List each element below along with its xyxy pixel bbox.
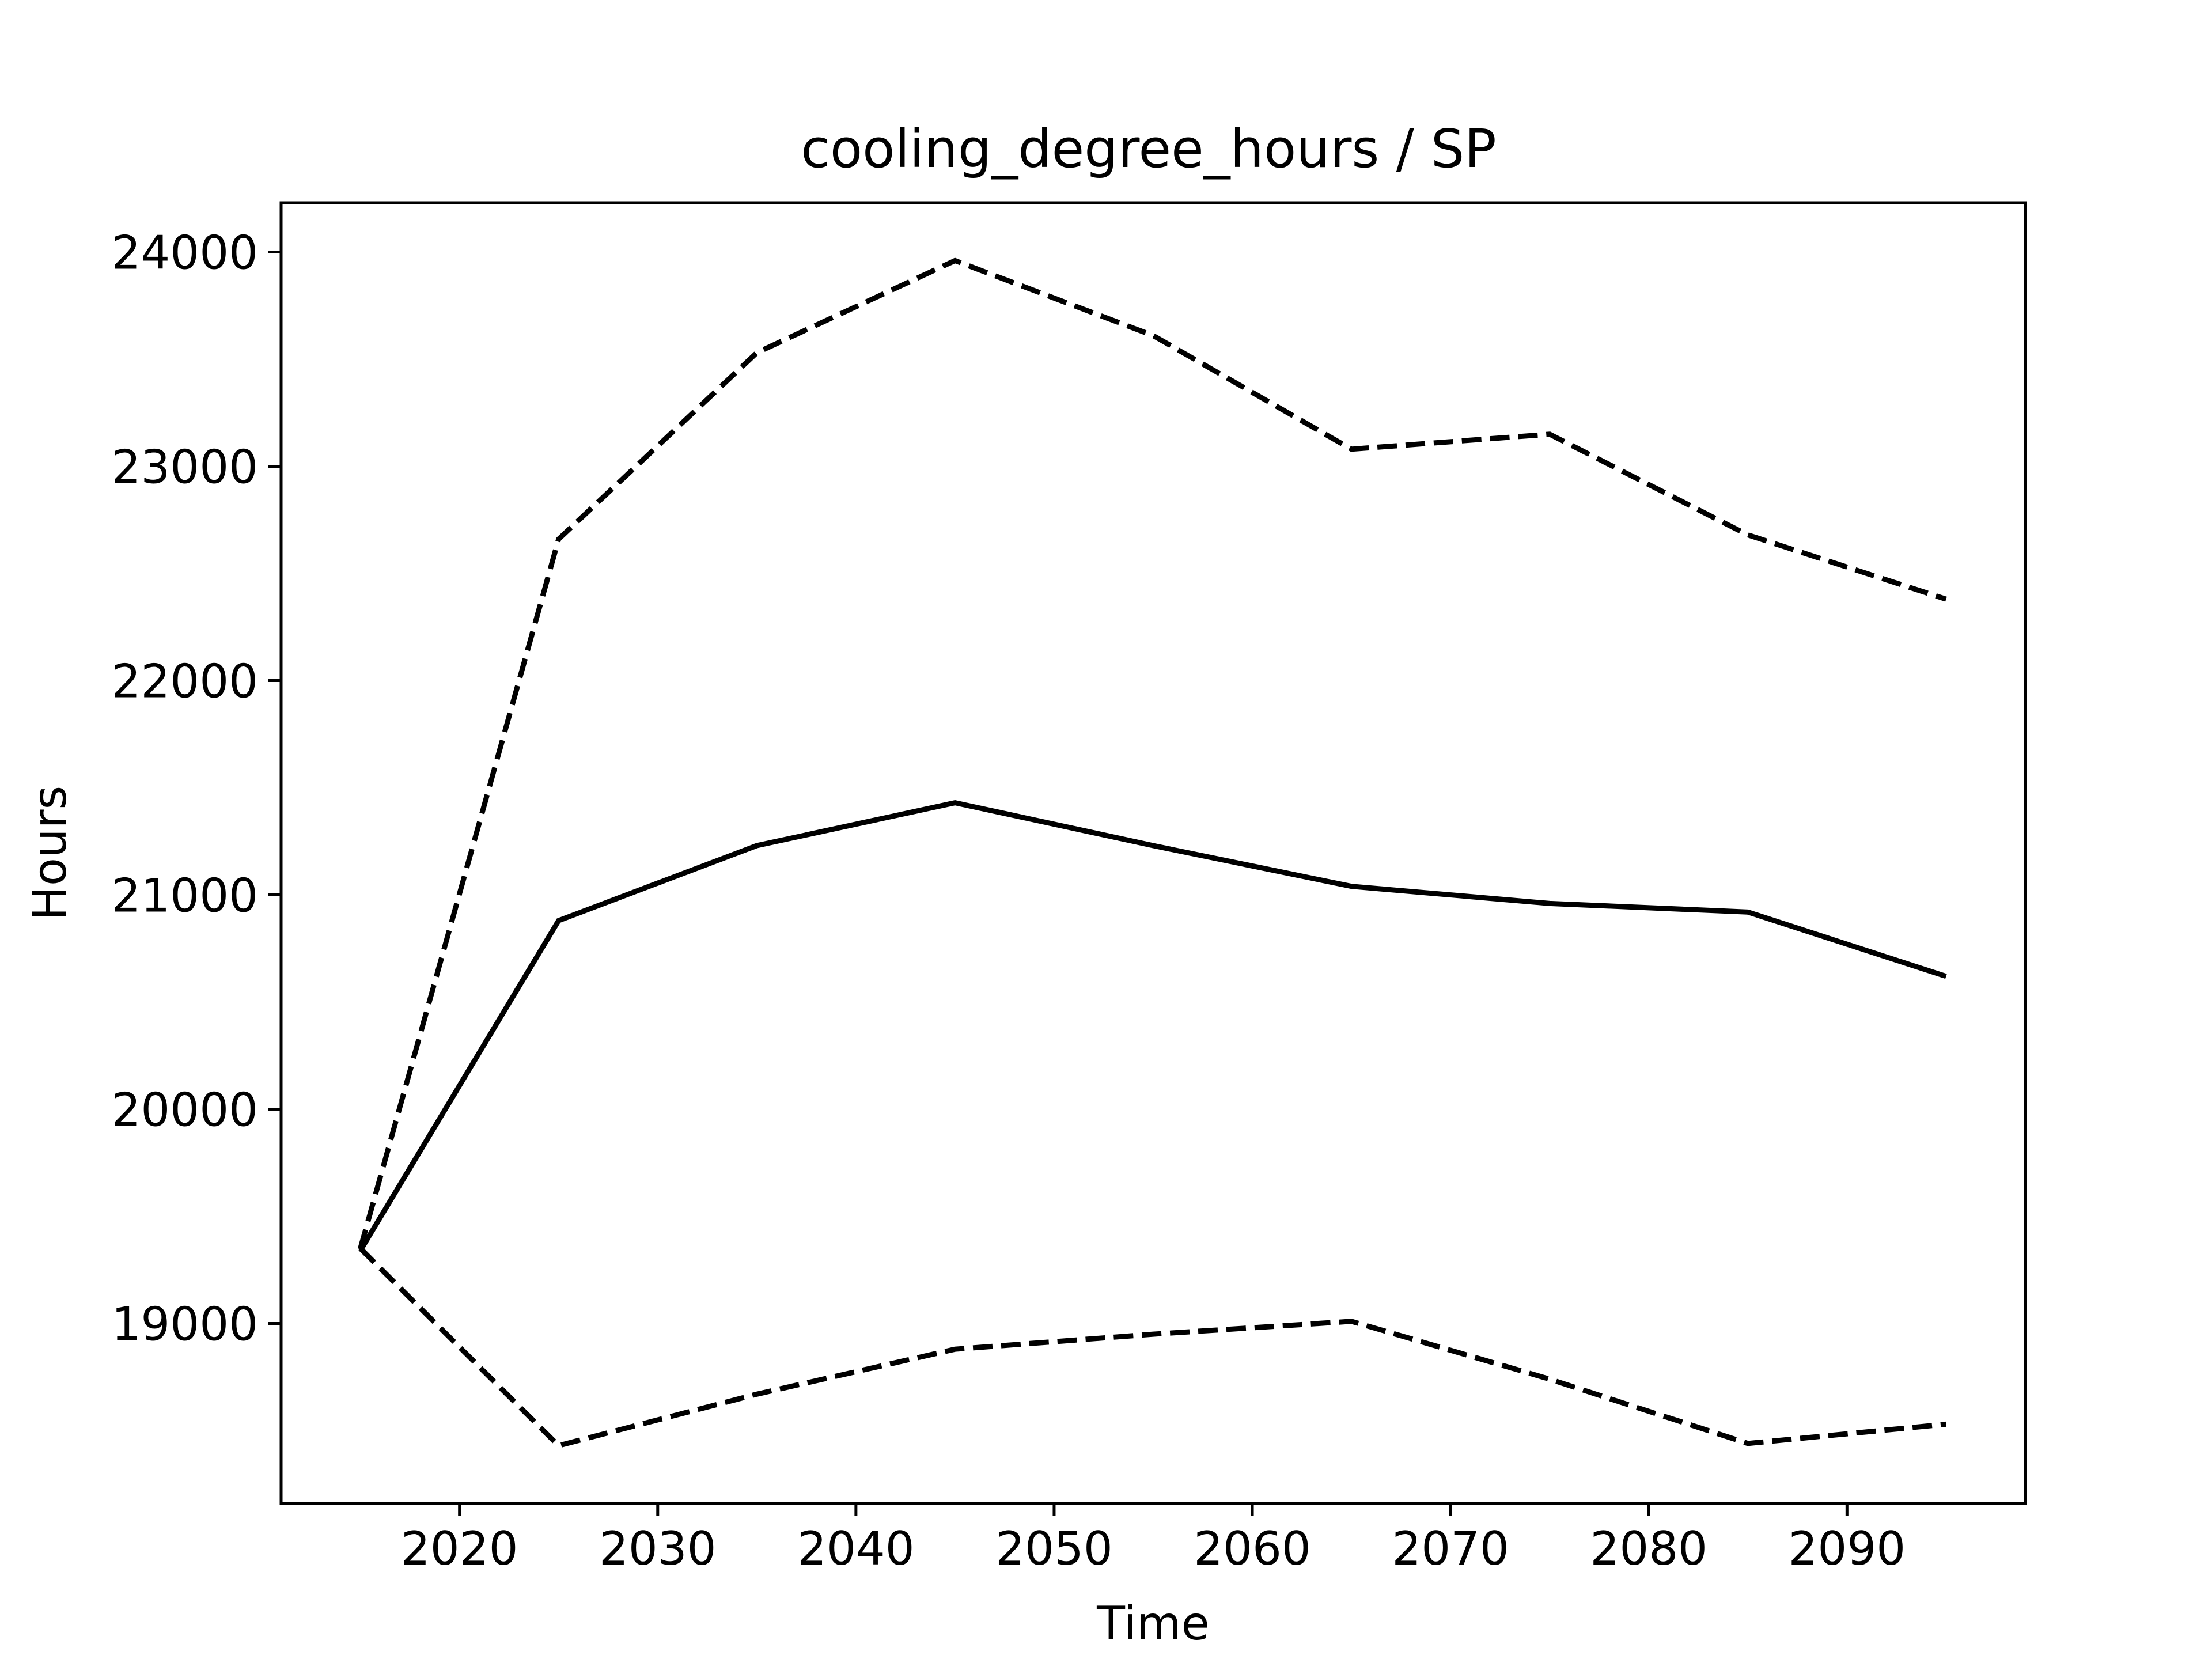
y-tick-label: 22000 — [112, 655, 259, 709]
x-tick-label: 2020 — [401, 1522, 518, 1575]
y-tick-label: 21000 — [112, 869, 259, 923]
series-layer — [358, 257, 1947, 1449]
series-line-0 — [358, 257, 1947, 1249]
x-tick-label: 2090 — [1789, 1522, 1906, 1575]
x-tick-label: 2080 — [1590, 1522, 1707, 1575]
x-axis-label: Time — [1096, 1597, 1210, 1650]
x-tick-label: 2060 — [1194, 1522, 1311, 1575]
plot-frame — [279, 201, 2027, 1505]
x-tick-label: 2030 — [599, 1522, 717, 1575]
y-tick-label: 20000 — [112, 1084, 259, 1137]
chart-title: cooling_degree_hours / SP — [801, 118, 1496, 180]
x-axis: 2020 2030 2040 2050 2060 2070 2080 2090 — [401, 1503, 1906, 1575]
y-axis: 19000 20000 21000 22000 23000 24000 — [112, 226, 281, 1351]
x-tick-label: 2070 — [1392, 1522, 1509, 1575]
y-tick-label: 23000 — [112, 441, 259, 494]
y-axis-label: Hours — [23, 786, 77, 921]
y-tick-label: 24000 — [112, 226, 259, 280]
x-tick-label: 2040 — [797, 1522, 915, 1575]
series-line-1 — [358, 800, 1947, 1252]
y-tick-label: 19000 — [112, 1298, 259, 1351]
series-line-2 — [358, 1247, 1946, 1449]
x-tick-label: 2050 — [995, 1522, 1113, 1575]
